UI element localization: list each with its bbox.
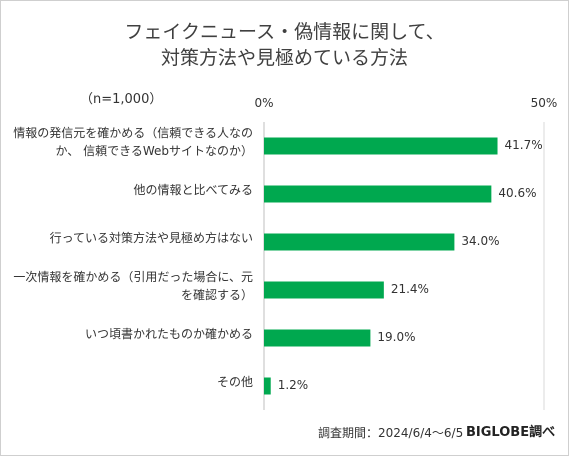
chart-title-line-1: フェイクニュース・偽情報に関して、 — [124, 21, 445, 43]
bar-1 — [264, 185, 492, 203]
bar-0 — [264, 137, 498, 155]
x-tick-label-max: 50% — [530, 96, 558, 110]
category-label-4: いつ頃書かれたものか確かめる — [84, 327, 253, 341]
bar-4 — [264, 329, 371, 347]
category-label-0: 情報の発信元を確かめる（信頼できる人なの か、 信頼できるWebサイトなのか） — [13, 126, 253, 158]
bar-2 — [264, 233, 455, 251]
category-label-2: 行っている対策方法や見極め方はない — [49, 231, 253, 245]
bar-3 — [264, 281, 384, 299]
chart-title-line-2: 対策方法や見極めている方法 — [160, 47, 408, 69]
x-tick-label-min: 0% — [254, 96, 274, 110]
value-label-2: 34.0% — [461, 234, 500, 248]
category-label-1: 他の情報と比べてみる — [133, 183, 253, 197]
value-label-1: 40.6% — [498, 186, 537, 200]
survey-period: 調査期間：2024/6/4～6/5 — [318, 426, 464, 440]
value-label-5: 1.2% — [277, 378, 309, 392]
bar-5 — [264, 377, 271, 395]
category-label-3: 一次情報を確かめる（引用だった場合に、元 を確認する） — [13, 270, 253, 302]
sample-size-note: （n=1,000） — [80, 92, 163, 107]
value-label-3: 21.4% — [390, 282, 429, 296]
source-brand: BIGLOBE調べ — [466, 425, 556, 440]
category-label-5: その他 — [216, 375, 253, 389]
value-label-0: 41.7% — [504, 138, 543, 152]
value-label-4: 19.0% — [377, 330, 416, 344]
